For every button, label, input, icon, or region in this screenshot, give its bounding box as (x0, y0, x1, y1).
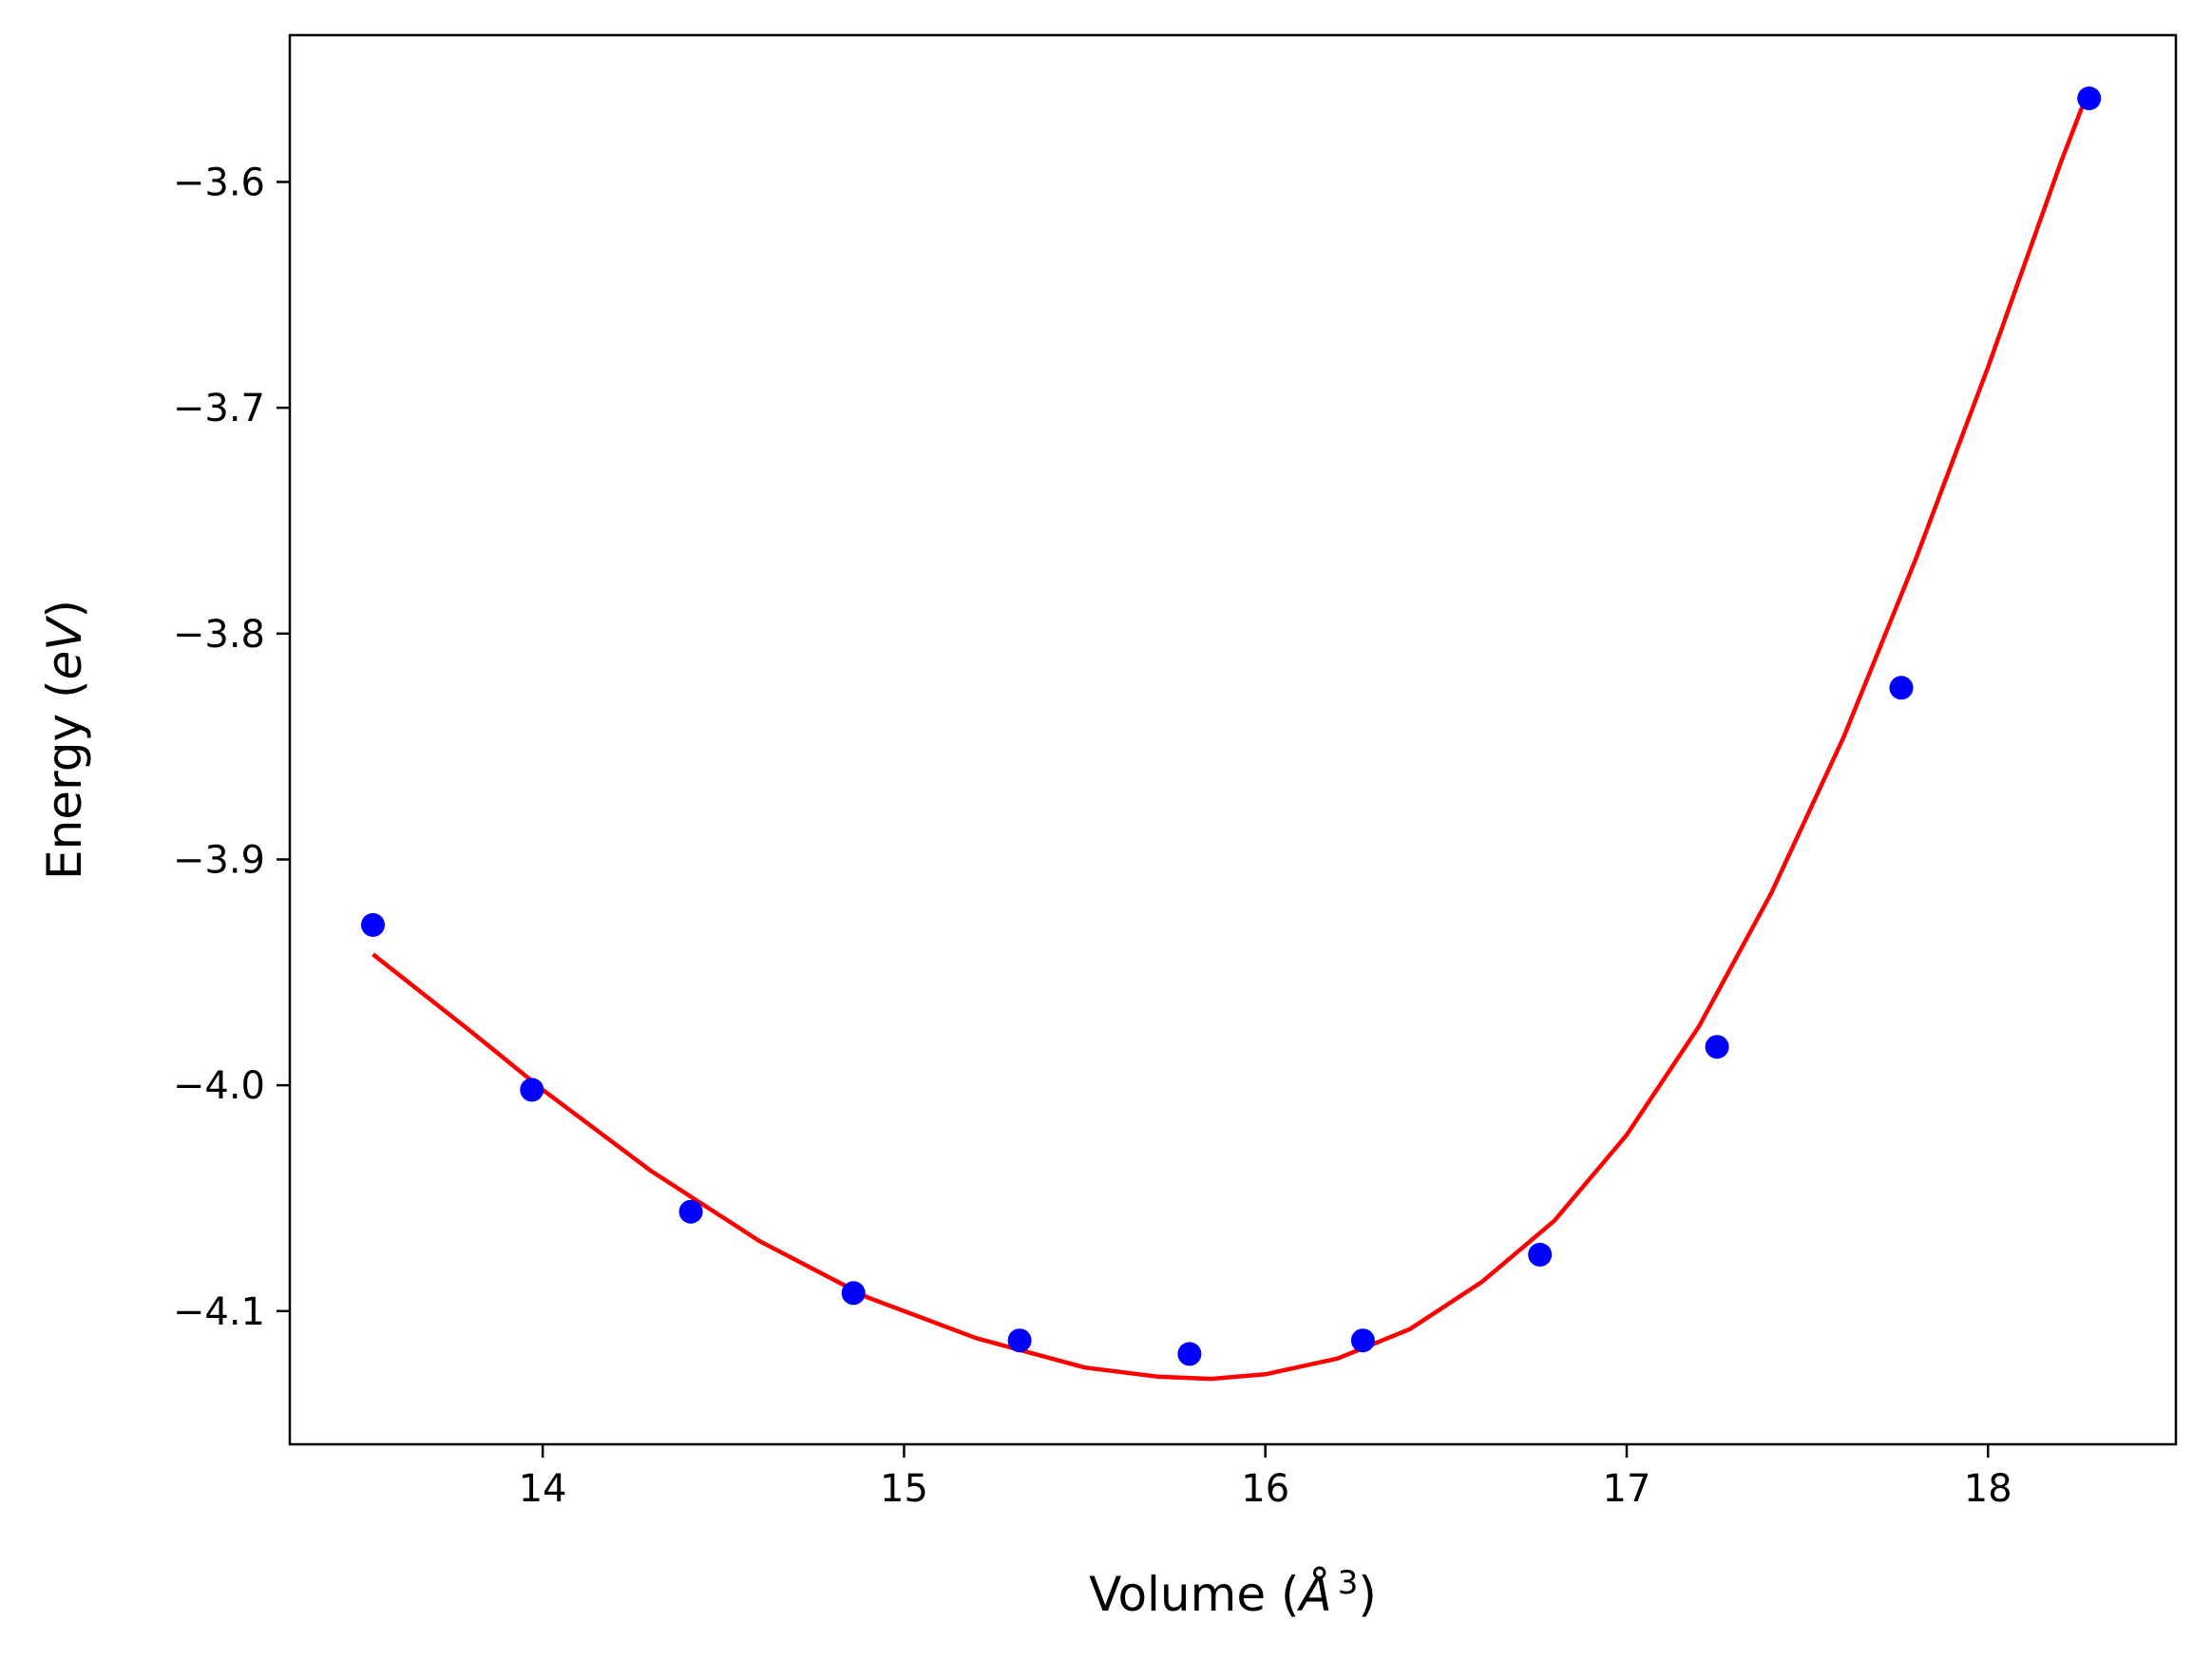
y-axis-label-unit: eV (37, 615, 92, 680)
data-point (520, 1078, 544, 1102)
y-tick-label: −3.7 (173, 387, 265, 430)
data-point (1177, 1342, 1202, 1366)
x-axis-label-exponent: 3 (1338, 1564, 1359, 1602)
x-tick-label: 17 (1603, 1467, 1651, 1511)
data-point (678, 1199, 703, 1224)
y-axis: −3.6 −3.7 −3.8 −3.9 −4.0 −4.1 (173, 161, 290, 1334)
y-tick-label: −3.9 (173, 838, 265, 882)
x-axis-label: Volume (Å 3) (1089, 1564, 1377, 1622)
x-axis-label-prefix: Volume ( (1089, 1567, 1299, 1622)
y-tick-label: −4.1 (173, 1290, 265, 1334)
plot-area (288, 33, 2178, 1446)
x-tick-label: 18 (1964, 1467, 2012, 1511)
x-axis-label-suffix: ) (1358, 1567, 1377, 1622)
y-axis-label: Energy (eV) (37, 600, 92, 880)
y-axis-label-prefix: Energy ( (37, 680, 92, 880)
data-point (361, 912, 385, 937)
y-axis-label-suffix: ) (37, 600, 92, 619)
y-tick-label: −4.0 (173, 1064, 265, 1108)
data-point (1889, 676, 1914, 700)
data-point (1705, 1035, 1729, 1059)
x-tick-label: 14 (519, 1467, 567, 1511)
x-axis: 14 15 16 17 18 (519, 1444, 2012, 1511)
data-point (1007, 1328, 1032, 1353)
y-tick-label: −3.8 (173, 613, 265, 657)
data-point (841, 1281, 866, 1306)
x-tick-label: 16 (1241, 1467, 1289, 1511)
plot-frame (288, 33, 2178, 1446)
y-tick-label: −3.6 (173, 161, 265, 204)
x-axis-label-symbol: Å (1297, 1567, 1332, 1622)
data-point (1528, 1242, 1553, 1267)
data-point (1350, 1328, 1375, 1353)
data-point (2077, 86, 2102, 110)
x-tick-label: 15 (880, 1467, 928, 1511)
